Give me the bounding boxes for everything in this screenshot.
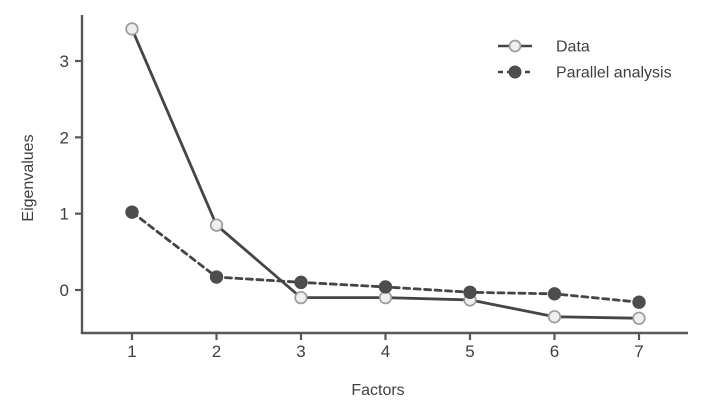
data-point-marker (632, 311, 646, 325)
x-tick-label: 1 (127, 342, 136, 361)
data-point-marker (125, 22, 139, 36)
x-tick-label: 6 (550, 342, 559, 361)
y-tick-label: 0 (60, 281, 69, 300)
data-point-marker (294, 290, 308, 305)
x-tick-label: 3 (296, 342, 305, 361)
data-point-marker (294, 275, 308, 290)
legend-marker (508, 39, 522, 53)
legend-item-data: Data (498, 39, 590, 56)
data-point-marker (463, 285, 477, 299)
legend-item-parallel-analysis: Parallel analysis (498, 65, 672, 82)
y-axis-title: Eigenvalues (20, 134, 37, 222)
data-point-marker (547, 310, 562, 324)
legend-marker (508, 65, 522, 79)
x-tick-label: 2 (212, 342, 221, 361)
y-tick-label: 1 (60, 205, 69, 224)
x-tick-label: 5 (465, 342, 474, 361)
x-axis-title: Factors (351, 382, 405, 399)
data-point-marker (547, 287, 562, 301)
x-tick-label: 4 (381, 342, 390, 361)
legend-label: Data (556, 39, 590, 56)
series-parallel-analysis (125, 205, 646, 309)
y-tick-label: 2 (60, 128, 69, 147)
legend: Data Parallel analysis (498, 39, 672, 82)
y-tick-label: 3 (60, 52, 69, 71)
data-point-marker (209, 270, 224, 284)
data-point-marker (209, 218, 224, 232)
data-point-marker (632, 295, 646, 309)
data-point-marker (125, 205, 139, 219)
legend-label: Parallel analysis (556, 65, 672, 82)
series-data (125, 22, 646, 325)
x-tick-label: 7 (634, 342, 643, 361)
data-point-marker (378, 280, 393, 294)
